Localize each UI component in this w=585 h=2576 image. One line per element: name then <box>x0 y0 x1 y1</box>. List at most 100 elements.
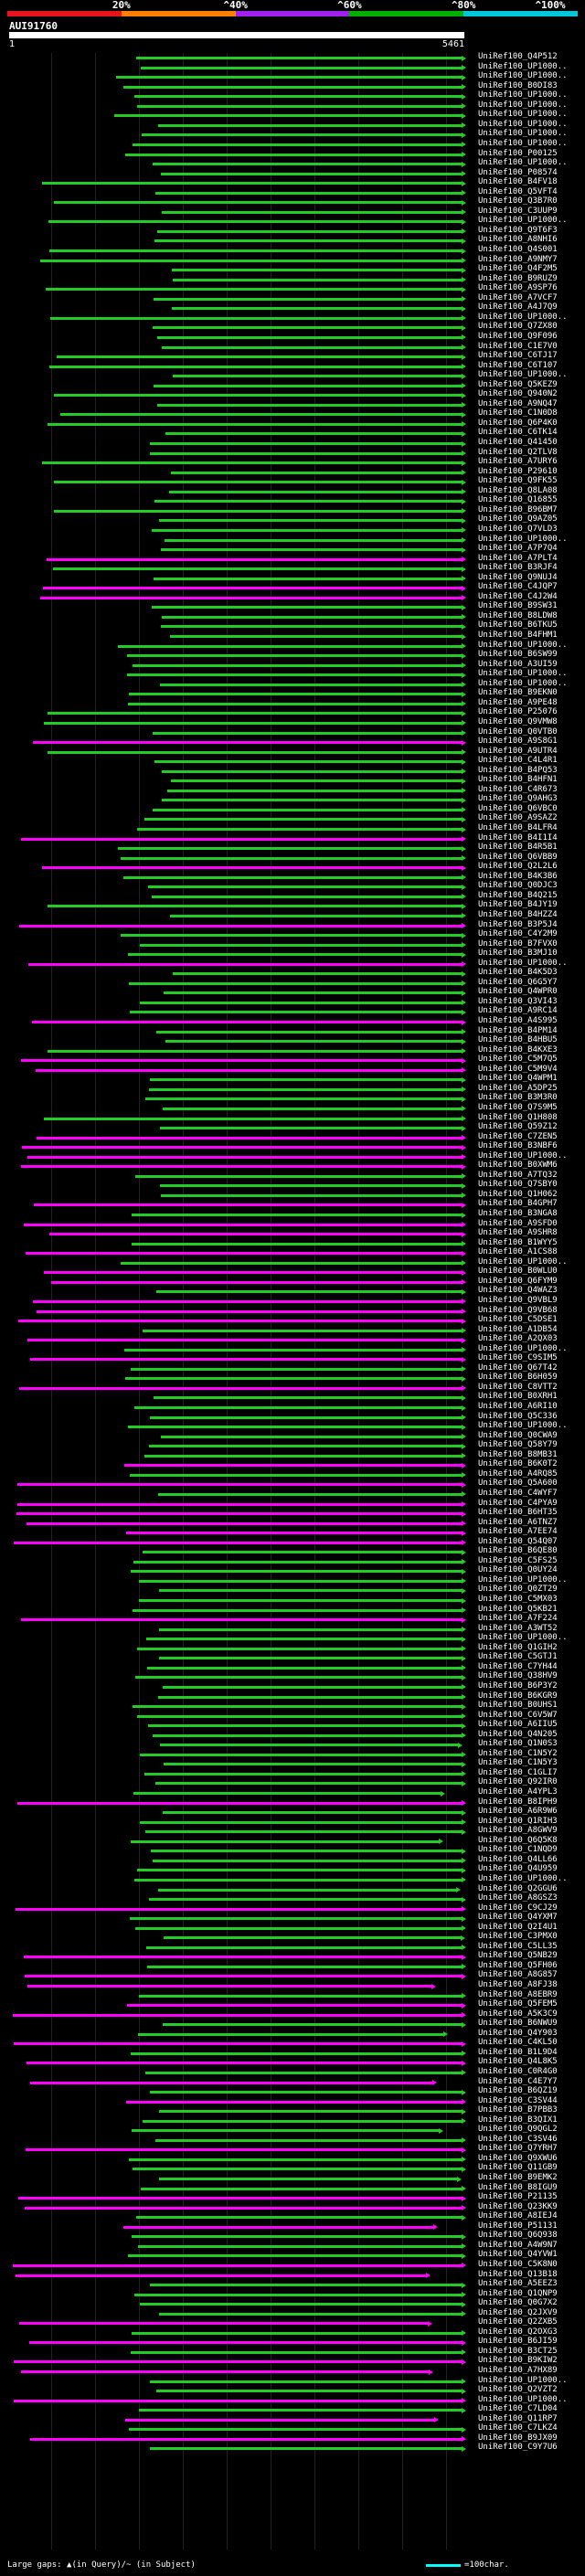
hit-label[interactable]: UniRef100_Q5FH06 <box>478 1960 558 1970</box>
hit-label[interactable]: UniRef100_A7EE74 <box>478 1527 558 1537</box>
hit-label[interactable]: UniRef100_Q4YVW1 <box>478 2250 558 2260</box>
alignment-line[interactable] <box>23 1956 463 1959</box>
alignment-line[interactable] <box>150 451 463 455</box>
alignment-line[interactable] <box>132 663 463 667</box>
alignment-line[interactable] <box>53 509 463 513</box>
hit-label[interactable]: UniRef100_B96BM7 <box>478 504 558 514</box>
alignment-line[interactable] <box>121 856 463 860</box>
hit-label[interactable]: UniRef100_Q1RIH3 <box>478 1816 558 1826</box>
alignment-line[interactable] <box>60 413 463 417</box>
alignment-line[interactable] <box>29 2341 463 2345</box>
hit-label[interactable]: UniRef100_Q9AZ05 <box>478 514 558 525</box>
alignment-line[interactable] <box>163 1107 463 1110</box>
alignment-line[interactable] <box>127 702 463 705</box>
alignment-line[interactable] <box>20 837 463 841</box>
alignment-line[interactable] <box>150 2284 463 2287</box>
hit-label[interactable]: UniRef100_Q2I4U1 <box>478 1922 558 1932</box>
alignment-line[interactable] <box>148 1724 463 1728</box>
hit-label[interactable]: UniRef100_C3SV46 <box>478 2134 558 2144</box>
hit-label[interactable]: UniRef100_UP1000.. <box>478 2375 568 2385</box>
hit-label[interactable]: UniRef100_B3NGA8 <box>478 1209 558 1218</box>
alignment-line[interactable] <box>122 85 463 89</box>
alignment-line[interactable] <box>44 721 463 725</box>
hit-label[interactable]: UniRef100_B4JY19 <box>478 900 558 910</box>
hit-label[interactable]: UniRef100_P08574 <box>478 167 558 177</box>
alignment-line[interactable] <box>30 1358 463 1362</box>
alignment-line[interactable] <box>29 2081 434 2084</box>
hit-label[interactable]: UniRef100_Q1H062 <box>478 1189 558 1199</box>
alignment-line[interactable] <box>157 229 463 233</box>
alignment-line[interactable] <box>143 1551 463 1554</box>
alignment-line[interactable] <box>159 1657 463 1660</box>
hit-label[interactable]: UniRef100_B3QIX1 <box>478 2115 558 2125</box>
hit-label[interactable]: UniRef100_A7F224 <box>478 1614 558 1624</box>
hit-label[interactable]: UniRef100_Q6VBC0 <box>478 803 558 813</box>
alignment-line[interactable] <box>26 1521 463 1525</box>
hit-label[interactable]: UniRef100_C6T107 <box>478 360 558 370</box>
hit-label[interactable]: UniRef100_B6K0T2 <box>478 1459 558 1469</box>
hit-label[interactable]: UniRef100_P00125 <box>478 148 558 158</box>
hit-label[interactable]: UniRef100_B4Q215 <box>478 890 558 900</box>
hit-label[interactable]: UniRef100_Q9F096 <box>478 331 558 341</box>
hit-label[interactable]: UniRef100_A4J7Q9 <box>478 302 558 313</box>
alignment-line[interactable] <box>161 548 463 552</box>
alignment-line[interactable] <box>157 123 463 127</box>
alignment-line[interactable] <box>137 2032 444 2036</box>
alignment-line[interactable] <box>159 1184 463 1188</box>
hit-label[interactable]: UniRef100_Q3VI43 <box>478 996 558 1006</box>
alignment-line[interactable] <box>167 789 463 792</box>
hit-label[interactable]: UniRef100_A8FJ38 <box>478 1980 558 1989</box>
alignment-line[interactable] <box>32 1021 463 1023</box>
alignment-line[interactable] <box>153 297 463 301</box>
alignment-line[interactable] <box>136 2216 463 2220</box>
hit-label[interactable]: UniRef100_C7YH44 <box>478 1661 558 1671</box>
hit-label[interactable]: UniRef100_C1N0D8 <box>478 408 558 419</box>
hit-label[interactable]: UniRef100_Q6Q5K8 <box>478 1835 558 1845</box>
hit-label[interactable]: UniRef100_Q6FYM9 <box>478 1276 558 1286</box>
alignment-line[interactable] <box>20 1165 463 1169</box>
alignment-line[interactable] <box>137 104 463 108</box>
alignment-line[interactable] <box>152 606 463 610</box>
hit-label[interactable]: UniRef100_Q59Z12 <box>478 1122 558 1132</box>
alignment-line[interactable] <box>35 1068 463 1072</box>
hit-label[interactable]: UniRef100_Q5C336 <box>478 1411 558 1421</box>
hit-label[interactable]: UniRef100_C4L4R1 <box>478 756 558 766</box>
alignment-line[interactable] <box>42 182 463 186</box>
alignment-line[interactable] <box>15 1907 463 1911</box>
alignment-line[interactable] <box>131 2129 440 2133</box>
hit-label[interactable]: UniRef100_A9RC14 <box>478 1006 558 1016</box>
hit-label[interactable]: UniRef100_B6SW99 <box>478 650 558 660</box>
alignment-line[interactable] <box>17 2197 463 2200</box>
hit-label[interactable]: UniRef100_A7P7Q4 <box>478 544 558 554</box>
alignment-line[interactable] <box>27 962 463 966</box>
hit-label[interactable]: UniRef100_Q41450 <box>478 438 558 447</box>
alignment-line[interactable] <box>165 1040 463 1044</box>
alignment-line[interactable] <box>126 1532 463 1535</box>
alignment-line[interactable] <box>132 2235 463 2239</box>
hit-label[interactable]: UniRef100_Q4WAZ3 <box>478 1286 558 1296</box>
alignment-line[interactable] <box>124 1464 463 1468</box>
hit-label[interactable]: UniRef100_Q0UY24 <box>478 1565 558 1575</box>
hit-label[interactable]: UniRef100_Q2ZXB5 <box>478 2317 558 2327</box>
hit-label[interactable]: UniRef100_Q2JXV9 <box>478 2307 558 2317</box>
alignment-line[interactable] <box>135 1174 463 1178</box>
hit-label[interactable]: UniRef100_A9SHR8 <box>478 1228 558 1238</box>
alignment-line[interactable] <box>121 1261 463 1265</box>
hit-label[interactable]: UniRef100_Q4L8K5 <box>478 2057 558 2067</box>
alignment-line[interactable] <box>152 895 463 898</box>
alignment-line[interactable] <box>128 2157 463 2161</box>
alignment-line[interactable] <box>133 95 463 99</box>
alignment-line[interactable] <box>173 972 463 976</box>
hit-label[interactable]: UniRef100_C5LL35 <box>478 1941 558 1951</box>
alignment-line[interactable] <box>41 866 463 870</box>
alignment-line[interactable] <box>49 249 463 252</box>
alignment-line[interactable] <box>118 847 463 851</box>
alignment-line[interactable] <box>156 2390 463 2393</box>
hit-label[interactable]: UniRef100_B3RJF4 <box>478 563 558 573</box>
alignment-line[interactable] <box>136 57 463 59</box>
alignment-line[interactable] <box>161 345 463 349</box>
hit-label[interactable]: UniRef100_Q7SBY0 <box>478 1180 558 1190</box>
alignment-line[interactable] <box>161 172 463 175</box>
hit-label[interactable]: UniRef100_B6H059 <box>478 1373 558 1383</box>
hit-label[interactable]: UniRef100_Q11GB9 <box>478 2163 558 2173</box>
